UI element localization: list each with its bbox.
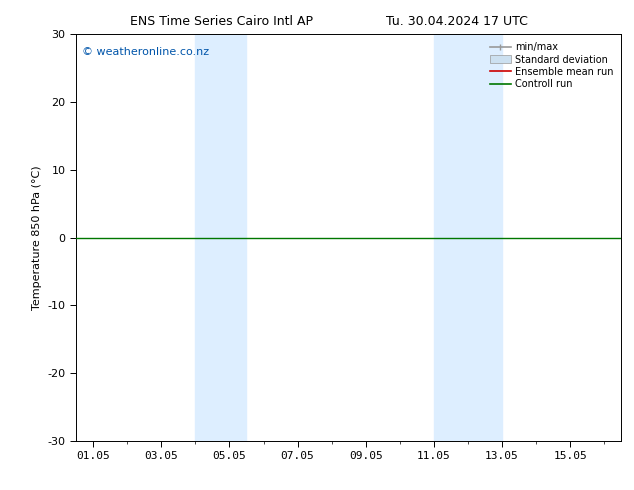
Text: Tu. 30.04.2024 17 UTC: Tu. 30.04.2024 17 UTC bbox=[385, 15, 527, 28]
Y-axis label: Temperature 850 hPa (°C): Temperature 850 hPa (°C) bbox=[32, 165, 42, 310]
Bar bbox=[434, 34, 502, 441]
Text: © weatheronline.co.nz: © weatheronline.co.nz bbox=[82, 47, 209, 56]
Bar bbox=[195, 34, 247, 441]
Legend: min/max, Standard deviation, Ensemble mean run, Controll run: min/max, Standard deviation, Ensemble me… bbox=[487, 39, 616, 92]
Text: ENS Time Series Cairo Intl AP: ENS Time Series Cairo Intl AP bbox=[131, 15, 313, 28]
